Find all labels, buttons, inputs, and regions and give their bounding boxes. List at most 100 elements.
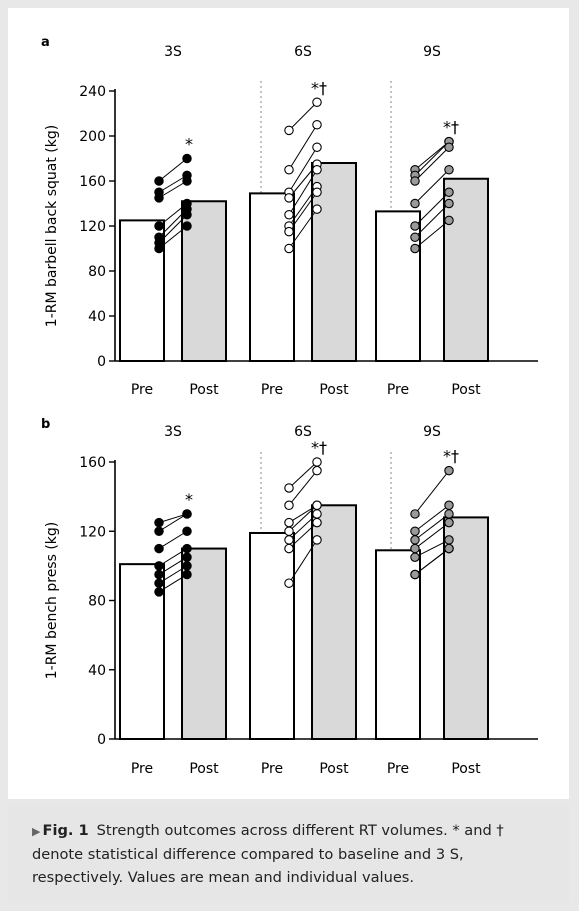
- individual-pre-point: [284, 243, 294, 254]
- post-bar: [443, 177, 489, 362]
- individual-pre-point: [284, 125, 294, 136]
- individual-line: [414, 141, 450, 176]
- individual-line: [414, 539, 450, 558]
- individual-pre-point: [154, 526, 164, 536]
- group-label: 6S: [294, 424, 312, 440]
- individual-line: [158, 556, 188, 575]
- y-tick-label: 240: [79, 84, 106, 100]
- significance-annotation: *: [185, 135, 193, 154]
- individual-post-point: [444, 187, 454, 198]
- individual-post-point: [182, 552, 192, 562]
- individual-post-point: [312, 500, 322, 511]
- significance-annotation: *†: [443, 447, 459, 466]
- individual-pre-point: [284, 193, 294, 203]
- individual-line: [158, 225, 188, 249]
- panel-label: a: [41, 35, 50, 50]
- group-label: 3S: [164, 424, 182, 440]
- pre-bar: [249, 192, 295, 362]
- caption-figure-label: Fig. 1: [42, 822, 89, 839]
- individual-pre-point: [410, 509, 420, 519]
- y-axis-title: 1-RM barbell back squat (kg): [44, 125, 60, 327]
- y-tick-label: 0: [97, 732, 106, 748]
- individual-post-point: [312, 97, 322, 108]
- x-tick-label-post: Post: [319, 382, 349, 398]
- individual-post-point: [312, 517, 322, 528]
- individual-post-point: [444, 142, 454, 153]
- group-6S: 6S*†Pre Post: [249, 424, 357, 777]
- y-tick-label: 200: [79, 129, 106, 145]
- individual-line: [414, 141, 450, 171]
- individual-line: [158, 513, 188, 524]
- individual-line: [288, 191, 318, 232]
- x-tick-label-pre: Pre: [261, 382, 283, 398]
- individual-post-point: [312, 120, 322, 130]
- individual-pre-point: [154, 517, 164, 528]
- individual-line: [414, 548, 450, 575]
- individual-post-point: [312, 204, 322, 214]
- individual-pre-point: [410, 221, 420, 231]
- caption-triangle-icon: ▶: [32, 825, 41, 838]
- individual-pre-point: [284, 543, 294, 554]
- individual-post-point: [444, 535, 454, 545]
- individual-pre-point: [410, 526, 420, 536]
- group-9S: 9S*† Pre Post: [375, 424, 489, 777]
- panel-a: a 1-RM barbell back squat (kg) 0 40 80 120 160…: [41, 35, 538, 398]
- y-tick-label: 80: [88, 264, 106, 280]
- individual-post-point: [312, 165, 322, 175]
- group-3S: 3S * Pre Post: [119, 44, 227, 398]
- individual-line: [288, 504, 318, 532]
- individual-post-point: [312, 187, 322, 198]
- individual-post-point: [182, 176, 192, 186]
- individual-post-point: [182, 569, 192, 580]
- y-axis-title: 1-RM bench press (kg): [44, 522, 60, 680]
- individual-post-point: [182, 526, 192, 536]
- individual-post-point: [444, 517, 454, 528]
- pre-bar: [375, 549, 421, 741]
- individual-pre-point: [154, 176, 164, 186]
- x-tick-label-post: Post: [189, 382, 219, 398]
- individual-line: [288, 539, 318, 584]
- individual-line: [414, 203, 450, 238]
- individual-post-point: [182, 153, 192, 164]
- caption-text: Strength outcomes across different RT vo…: [32, 822, 504, 886]
- x-tick-label-pre: Pre: [261, 761, 283, 777]
- individual-line: [288, 208, 318, 249]
- individual-line: [414, 219, 450, 249]
- group-label: 9S: [423, 44, 441, 60]
- individual-line: [414, 191, 450, 227]
- individual-post-point: [444, 543, 454, 554]
- y-tick-label: 120: [79, 219, 106, 235]
- individual-post-point: [444, 165, 454, 175]
- individual-pre-point: [154, 243, 164, 254]
- individual-pre-point: [284, 578, 294, 588]
- x-tick-label-pre: Pre: [387, 761, 409, 777]
- y-tick-label: 0: [97, 354, 106, 370]
- group-label: 6S: [294, 44, 312, 60]
- individual-pre-point: [410, 232, 420, 243]
- significance-annotation: *†: [311, 78, 327, 97]
- individual-pre-point: [410, 243, 420, 254]
- post-bar: [311, 504, 357, 740]
- individual-pre-point: [154, 561, 164, 571]
- x-tick-label-post: Post: [319, 761, 349, 777]
- individual-post-point: [444, 215, 454, 226]
- x-tick-label-post: Post: [451, 761, 481, 777]
- individual-post-point: [312, 465, 322, 476]
- individual-pre-point: [154, 569, 164, 580]
- individual-line: [288, 186, 318, 227]
- pre-bar: [249, 531, 295, 741]
- individual-line: [414, 504, 450, 532]
- individual-pre-point: [154, 543, 164, 554]
- individual-post-point: [444, 465, 454, 476]
- individual-post-point: [182, 543, 192, 554]
- individual-post-point: [182, 221, 192, 231]
- individual-pre-point: [284, 483, 294, 493]
- individual-pre-point: [154, 587, 164, 597]
- individual-line: [158, 214, 188, 244]
- individual-line: [158, 203, 188, 227]
- group-6S: 6S *† Pre Post: [249, 44, 357, 398]
- individual-line: [288, 522, 318, 549]
- panel-b: b 1-RM bench press (kg) 0 40 80 120 160 3S * Pre P…: [41, 417, 538, 777]
- group-3S: 3S * Pre Post: [119, 424, 227, 777]
- y-tick-label: 40: [88, 663, 106, 679]
